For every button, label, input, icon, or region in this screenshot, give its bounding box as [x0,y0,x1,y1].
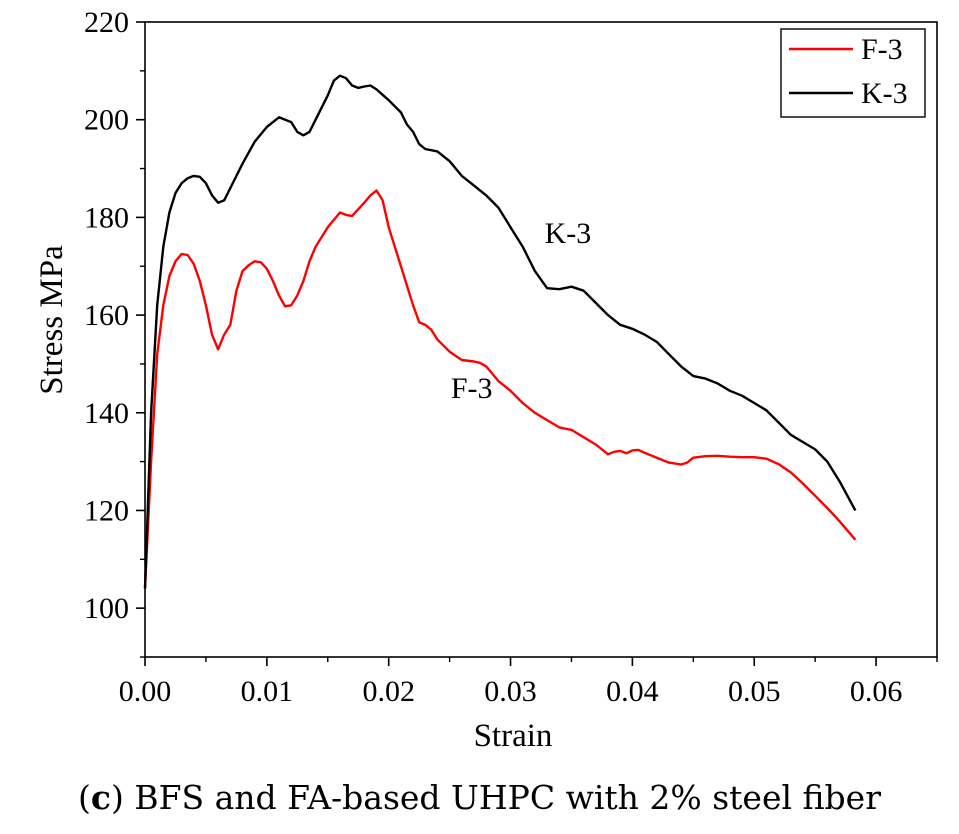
x-tick-label: 0.02 [362,675,415,708]
legend-label-k-3: K-3 [861,77,908,110]
x-tick-label: 0.05 [728,675,781,708]
series-layer [143,74,857,589]
stress-strain-chart: 0.00 0.01 0.02 0.03 0.04 0.05 0.06 100 120 140 160… [34,6,938,754]
y-tick-label: 200 [84,104,129,137]
series-line-k-3 [143,74,857,589]
axes: 0.00 0.01 0.02 0.03 0.04 0.05 0.06 100 120 140 160… [84,6,938,708]
y-tick-label: 160 [84,299,129,332]
y-tick-label: 180 [84,201,129,234]
annotation-k-3: K-3 [545,217,592,250]
y-tick-label: 140 [84,397,129,430]
x-tick-label: 0.04 [606,675,659,708]
x-tick-label: 0.03 [484,675,537,708]
x-tick-label: 0.01 [241,675,294,708]
y-tick-label: 100 [84,592,129,625]
x-tick-label: 0.06 [850,675,903,708]
x-axis-label: Strain [474,718,553,754]
x-tick-label: 0.00 [119,675,172,708]
y-tick-label: 220 [84,6,129,39]
plot-frame [144,21,938,658]
legend-box [780,28,926,118]
annotation-layer: K-3 F-3 [451,217,591,405]
series-line-f-3 [143,189,857,589]
legend: F-3K-3 [780,28,926,118]
annotation-f-3: F-3 [451,372,493,405]
y-axis-label: Stress MPa [34,245,70,395]
legend-label-f-3: F-3 [861,33,903,66]
y-tick-label: 120 [84,494,129,527]
caption-letter: c [90,778,111,817]
figure-caption: (c) BFS and FA-based UHPC with 2% steel … [78,778,881,817]
caption-text: BFS and FA-based UHPC with 2% steel fibe… [134,778,881,817]
